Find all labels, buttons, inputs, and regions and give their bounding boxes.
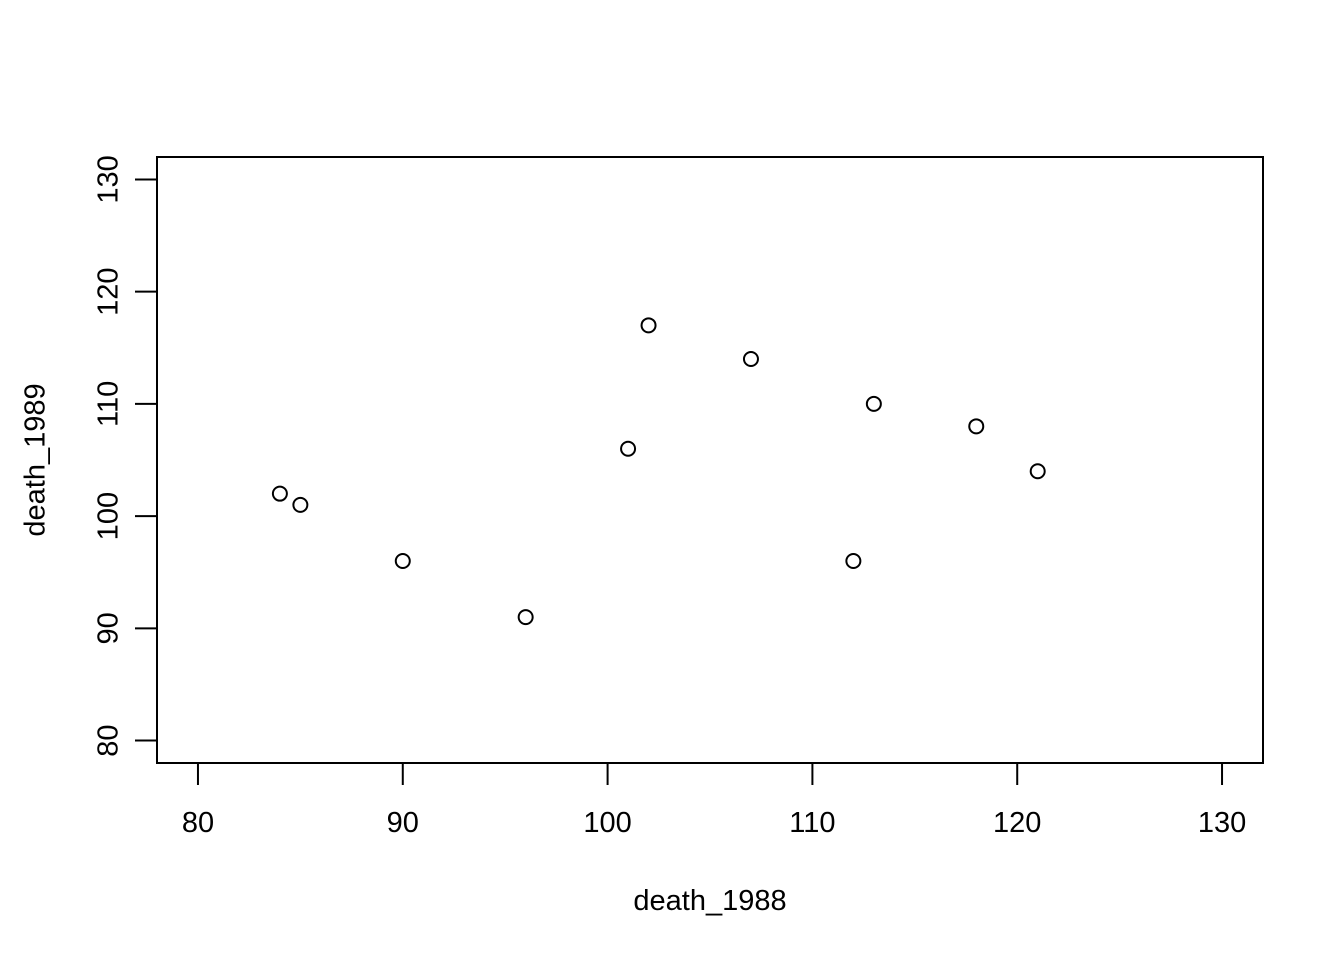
data-point	[292, 496, 309, 513]
data-point	[845, 553, 862, 569]
x-axis-title: death_1988	[633, 885, 786, 917]
x-tick-label: 80	[182, 807, 214, 839]
data-point	[620, 440, 637, 457]
x-axis: 80 90 100 110 120 130	[182, 762, 1246, 839]
y-tick-label: 80	[93, 724, 125, 756]
x-tick-label: 100	[583, 807, 631, 839]
data-point	[394, 553, 411, 569]
y-tick-label: 130	[93, 155, 125, 203]
x-tick-label: 130	[1198, 807, 1246, 839]
data-point	[517, 609, 534, 626]
x-tick-label: 110	[789, 807, 835, 839]
data-point	[865, 395, 882, 412]
data-point	[271, 485, 288, 502]
data-point	[742, 351, 759, 367]
data-point	[640, 317, 657, 334]
y-axis-title: death_1989	[20, 383, 52, 536]
y-tick-label: 110	[93, 381, 125, 427]
x-tick-label: 120	[993, 807, 1041, 839]
plot-frame	[156, 156, 1264, 764]
data-point	[1029, 463, 1046, 480]
y-tick-label: 90	[93, 612, 125, 644]
data-point	[968, 418, 985, 435]
y-tick-label: 120	[93, 267, 125, 315]
y-axis: 80 90 100 110 120 130	[93, 155, 158, 757]
y-tick-label: 100	[93, 492, 125, 540]
x-tick-label: 90	[387, 807, 419, 839]
data-points	[271, 317, 1046, 626]
